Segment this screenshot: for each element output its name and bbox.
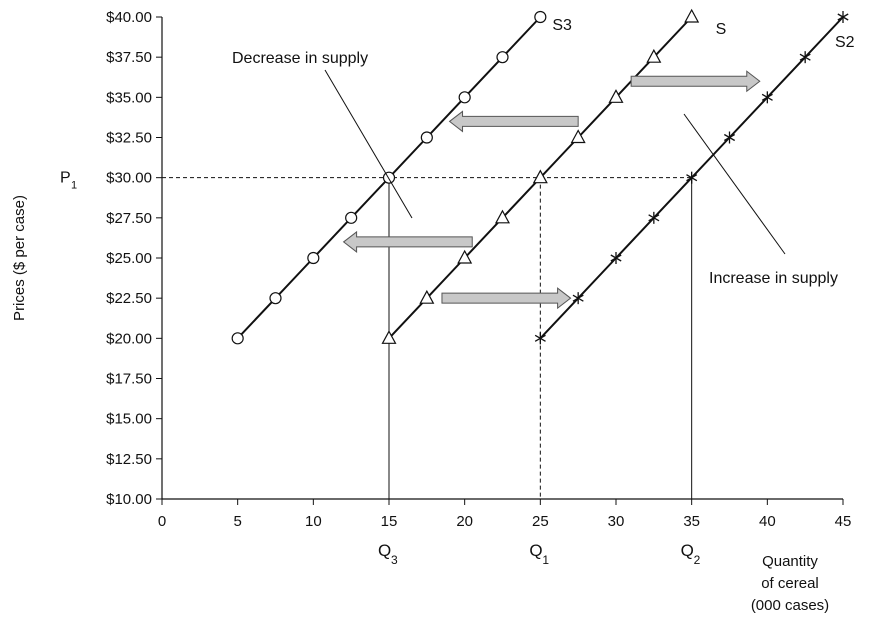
reference-lines: P 1Q 3 Q 1 Q 2 — [60, 170, 701, 567]
x-tick-label: 40 — [759, 513, 776, 530]
price-reference-subscript: 1 — [71, 180, 77, 192]
circle-marker — [496, 51, 509, 64]
annotation-increase-in-supply: Increase in supply — [709, 270, 838, 287]
x-tick-label: 5 — [233, 513, 241, 530]
annotations-layer — [324, 69, 786, 255]
shift-arrow-right — [630, 70, 761, 93]
annotation-decrease-in-supply: Decrease in supply — [232, 50, 368, 67]
series-label-s: S — [716, 21, 727, 38]
y-tick-label: $12.50 — [106, 451, 152, 468]
circle-marker — [307, 251, 320, 265]
quantity-reference-label: Q — [378, 541, 391, 560]
triangle-marker — [684, 8, 700, 23]
decrease-leader-line — [324, 69, 413, 219]
star-marker — [761, 91, 773, 104]
arrows-layer — [342, 70, 761, 310]
circle-marker — [420, 131, 433, 144]
star-marker — [648, 211, 660, 224]
y-tick-label: $15.00 — [106, 411, 152, 428]
y-tick-label: $40.00 — [106, 9, 152, 26]
star-marker — [837, 11, 849, 23]
price-reference-label: P — [60, 170, 71, 187]
y-tick-label: $10.00 — [106, 491, 152, 508]
increase-leader-line — [683, 113, 786, 255]
shift-arrow-left — [342, 230, 473, 253]
star-marker — [572, 292, 584, 305]
y-tick-label: $27.50 — [106, 210, 152, 227]
quantity-reference-label: Q — [529, 541, 542, 560]
circle-marker — [269, 292, 282, 305]
y-tick-label: $30.00 — [106, 170, 152, 187]
quantity-reference-subscript: 2 — [694, 553, 701, 567]
y-tick-label: $25.00 — [106, 250, 152, 267]
y-tick-label: $17.50 — [106, 371, 152, 388]
triangle-marker — [608, 89, 624, 103]
y-tick-label: $37.50 — [106, 49, 152, 66]
x-tick-label: 25 — [532, 513, 549, 530]
circle-marker — [231, 332, 244, 345]
x-axis-label-line-2: of cereal — [761, 575, 819, 592]
x-axis-label-line-1: Quantity — [762, 553, 818, 570]
x-axis-label-line-3: (000 cases) — [751, 597, 829, 614]
x-tick-label: 35 — [683, 513, 700, 530]
x-tick-label: 45 — [835, 513, 852, 530]
star-marker — [723, 131, 736, 144]
circle-marker — [345, 211, 358, 224]
triangle-marker — [646, 48, 662, 63]
circle-marker — [382, 171, 396, 184]
triangle-marker — [532, 169, 548, 184]
y-tick-label: $35.00 — [106, 89, 152, 106]
star-marker — [799, 51, 811, 64]
quantity-reference-label: Q — [681, 541, 694, 560]
series-label-s2: S2 — [835, 34, 855, 51]
x-tick-label: 10 — [305, 513, 322, 530]
triangle-marker — [494, 209, 511, 224]
labels-layer: Prices ($ per case) S3 S S2 Decrease in … — [11, 17, 855, 614]
star-marker — [686, 171, 698, 184]
quantity-reference-subscript: 1 — [542, 553, 549, 567]
y-tick-label: $22.50 — [106, 290, 152, 307]
y-tick-label: $32.50 — [106, 130, 152, 147]
series-label-s3: S3 — [552, 17, 572, 34]
star-marker — [534, 332, 546, 345]
x-tick-label: 15 — [381, 513, 398, 530]
x-tick-label: 0 — [158, 513, 166, 530]
quantity-reference-subscript: 3 — [391, 553, 398, 567]
y-axis-label: Prices ($ per case) — [11, 195, 28, 321]
triangle-marker — [419, 289, 435, 304]
triangle-marker — [457, 249, 473, 264]
star-marker — [610, 252, 622, 264]
shift-arrow-right — [441, 287, 572, 310]
axes-layer: $10.00 $12.50 $15.00 $17.50 $20.00 $22.50 $25.… — [106, 9, 851, 530]
x-tick-label: 20 — [456, 513, 473, 530]
y-tick-label: $20.00 — [106, 330, 152, 347]
triangle-marker — [381, 330, 397, 344]
circle-marker — [458, 91, 471, 104]
markers-layer — [231, 8, 849, 345]
triangle-marker — [570, 129, 586, 144]
circle-marker — [534, 10, 547, 24]
shift-arrow-left — [448, 110, 579, 133]
x-tick-label: 30 — [608, 513, 625, 530]
